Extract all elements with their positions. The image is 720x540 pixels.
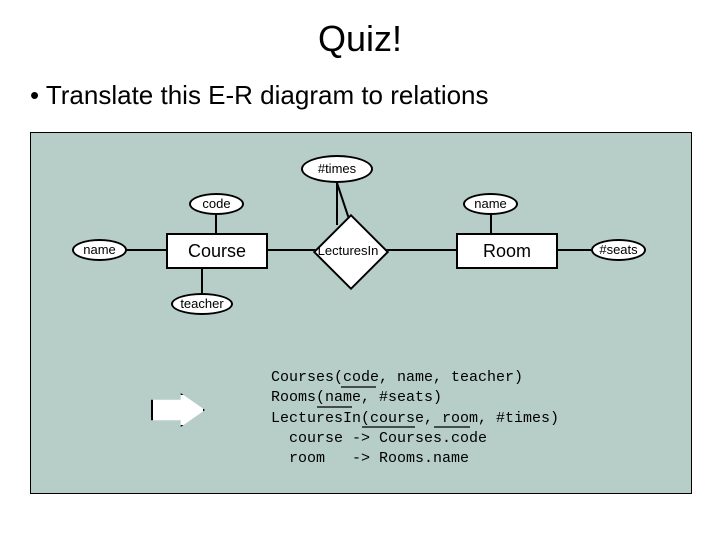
attr-name-course: name <box>72 239 127 261</box>
attr-teacher: teacher <box>171 293 233 315</box>
entity-room: Room <box>456 233 558 269</box>
attr-seats: #seats <box>591 239 646 261</box>
entity-course: Course <box>166 233 268 269</box>
diagram-panel: #times code name name #seats teacher Cou… <box>30 132 692 494</box>
slide-title: Quiz! <box>0 0 720 60</box>
bullet-text: • Translate this E-R diagram to relation… <box>0 80 720 111</box>
relationship-label: LecturesIn <box>303 243 393 258</box>
attr-name-room: name <box>463 193 518 215</box>
attr-code: code <box>189 193 244 215</box>
attr-times: #times <box>301 155 373 183</box>
relations-text: Courses(code, name, teacher) Rooms(name,… <box>271 368 559 469</box>
result-arrow-icon <box>151 393 205 427</box>
